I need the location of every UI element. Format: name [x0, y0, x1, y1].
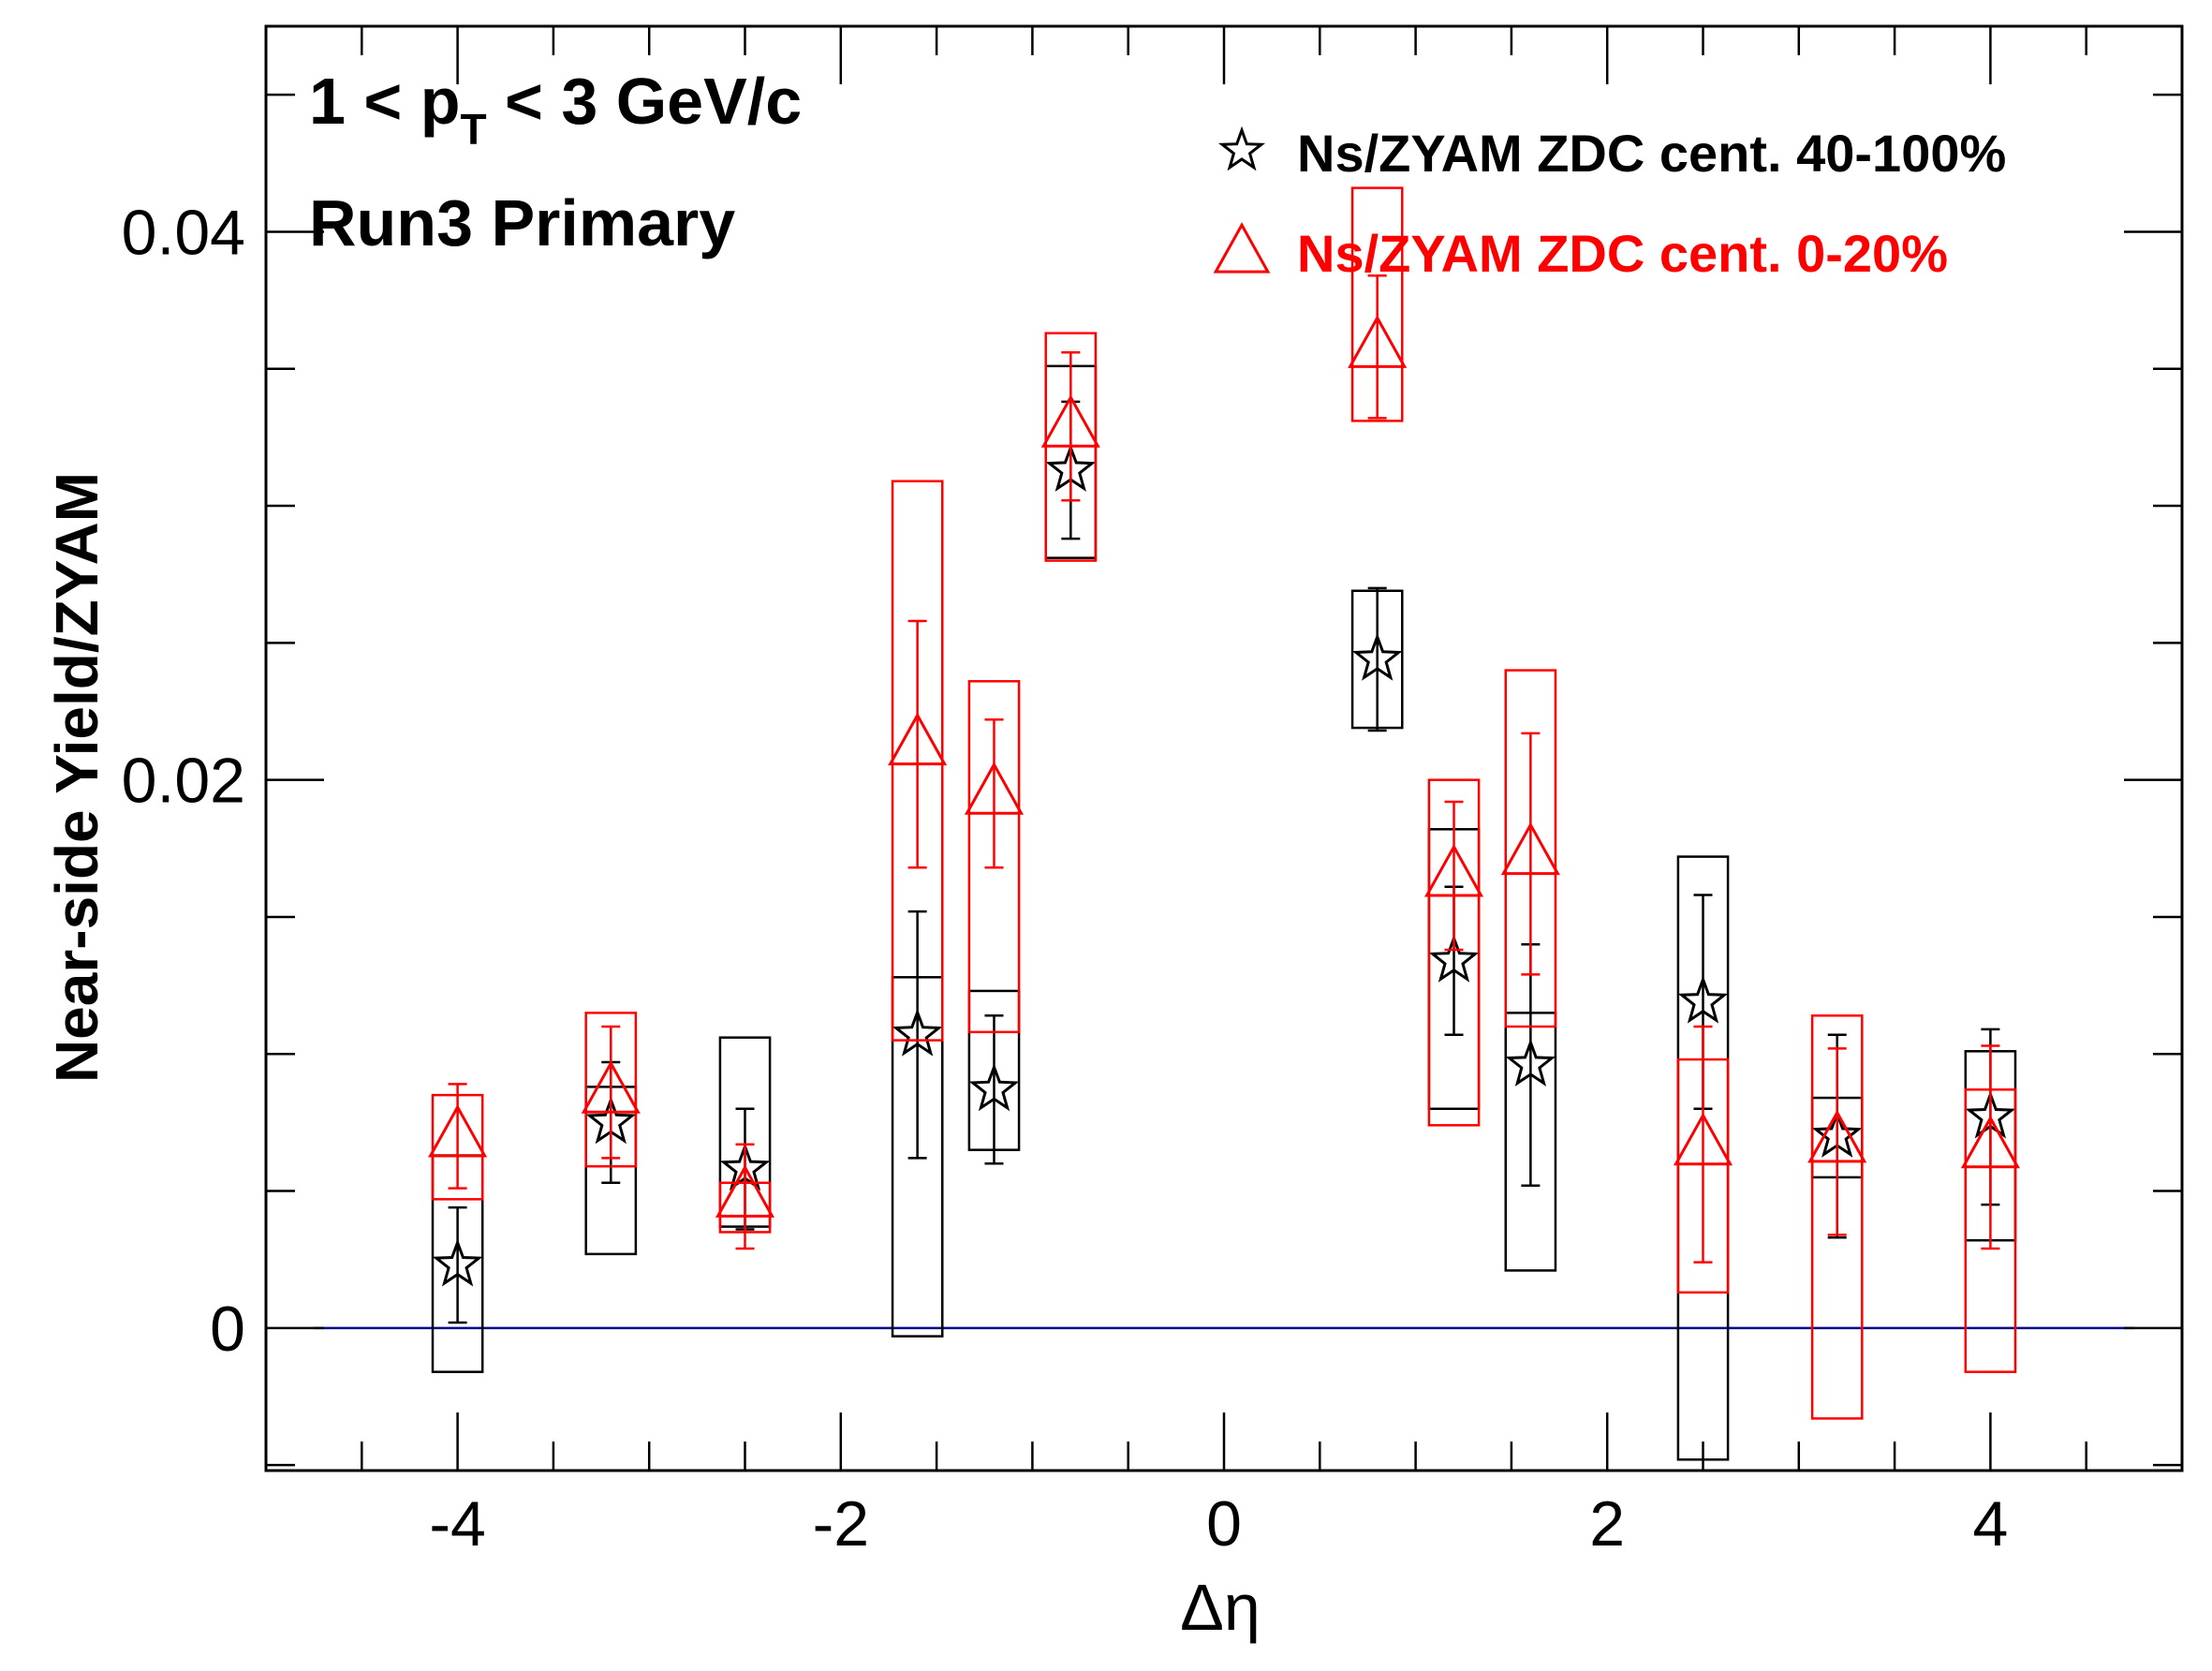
x-tick-label: -2: [813, 1488, 869, 1560]
systematic-box: [1350, 186, 1404, 422]
data-point-triangle: [1673, 1112, 1733, 1166]
series-triangle: [428, 186, 2020, 1420]
pt-range-annotation: 1 < pT < 3 GeV/c: [309, 65, 802, 154]
legend-label-0-20: Ns/ZYAM ZDC cent. 0-20%: [1297, 224, 1948, 283]
x-tick-labels: -4 -2 0 2 4: [429, 1488, 2008, 1560]
data-point-star: [1505, 1038, 1556, 1087]
data-point-triangle: [1500, 821, 1560, 876]
data-point-triangle: [428, 1103, 488, 1158]
systematic-box: [1504, 669, 1557, 1028]
legend-label-40-100: Ns/ZYAM ZDC cent. 40-100%: [1297, 124, 2006, 183]
data-point-triangle: [888, 712, 948, 766]
run-annotation: Run3 Primary: [309, 186, 735, 259]
systematic-box: [1810, 1014, 1864, 1420]
data-point-triangle: [1423, 843, 1484, 897]
pt-suffix: < 3 GeV/c: [487, 65, 803, 138]
x-axis-title: Δη: [1180, 1571, 1261, 1644]
systematic-box: [1427, 778, 1481, 1127]
pt-prefix: 1 < p: [309, 65, 460, 138]
data-point-star: [1351, 632, 1403, 681]
data-point-star: [1677, 975, 1729, 1024]
data-point-triangle: [715, 1164, 775, 1218]
legend-triangle-marker: [1213, 222, 1271, 274]
systematic-box: [967, 680, 1021, 1034]
x-tick-label: 0: [1206, 1488, 1242, 1560]
data-point-triangle: [964, 762, 1025, 815]
y-axis-title: Near-side Yield/ZYAM: [43, 472, 111, 1083]
data-point-star: [432, 1238, 483, 1287]
series-group: [428, 186, 2020, 1461]
x-tick-label: 4: [1972, 1488, 2008, 1560]
x-tick-label: -4: [429, 1488, 485, 1560]
data-point-triangle: [1348, 315, 1408, 368]
legend: Ns/ZYAM ZDC cent. 40-100% Ns/ZYAM ZDC ce…: [1213, 124, 2006, 283]
pt-subscript: T: [460, 105, 486, 154]
data-point-triangle: [581, 1060, 641, 1114]
x-tick-label: 2: [1589, 1488, 1625, 1560]
y-tick-label: 0.04: [122, 197, 245, 268]
data-point-triangle: [1040, 394, 1100, 448]
y-tick-labels: 0 0.02 0.04: [122, 197, 245, 1364]
data-point-star: [892, 1008, 943, 1057]
y-tick-label: 0.02: [122, 746, 245, 817]
data-point-star: [1428, 934, 1480, 983]
data-point-triangle: [1807, 1109, 1867, 1163]
axis-ticks: [266, 26, 2182, 1471]
data-point-triangle: [1960, 1115, 2020, 1169]
systematic-box: [584, 1012, 638, 1168]
legend-star-marker: [1217, 126, 1266, 171]
data-point-star: [968, 1062, 1020, 1112]
y-tick-label: 0: [210, 1294, 245, 1365]
